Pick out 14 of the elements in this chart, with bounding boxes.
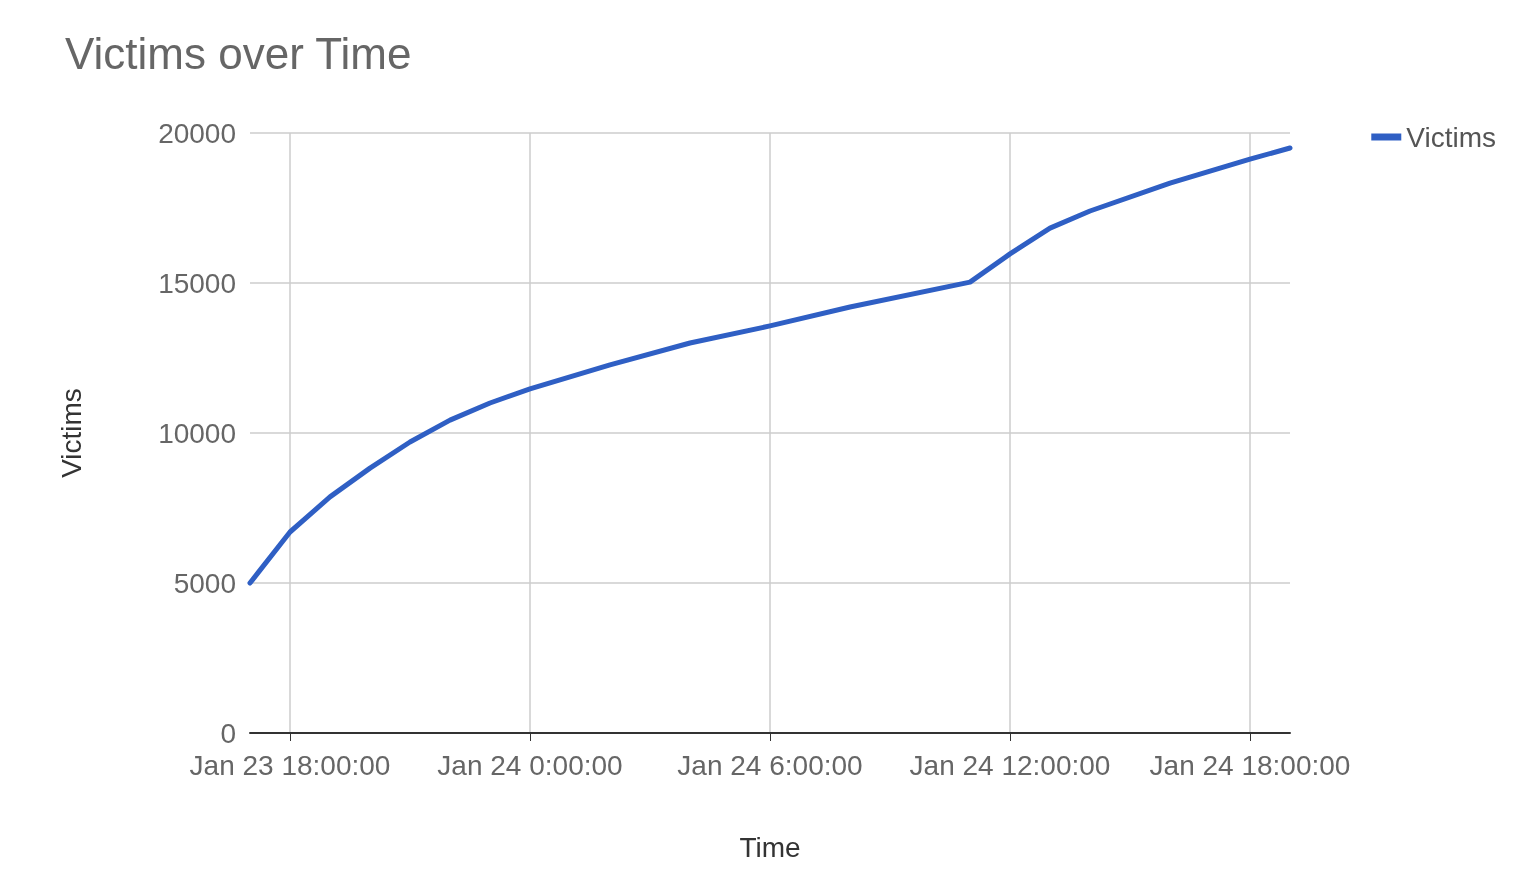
x-tick-label: Jan 24 6:00:00	[677, 749, 863, 781]
y-tick-label: 10000	[158, 417, 236, 449]
y-tick-label: 15000	[158, 267, 236, 299]
x-tick-label: Jan 24 12:00:00	[909, 749, 1111, 781]
y-tick-label: 5000	[173, 567, 236, 599]
y-tick-label: 0	[220, 717, 236, 749]
x-axis-title: Time	[739, 831, 801, 863]
x-tick-label: Jan 23 18:00:00	[189, 749, 391, 781]
y-axis-title: Victims	[55, 388, 87, 478]
legend-label: Victims	[1406, 121, 1496, 153]
x-tick-label: Jan 24 0:00:00	[437, 749, 623, 781]
chart-title: Victims over Time	[65, 28, 412, 78]
x-tick-label: Jan 24 18:00:00	[1149, 749, 1351, 781]
y-tick-label: 20000	[158, 117, 236, 149]
